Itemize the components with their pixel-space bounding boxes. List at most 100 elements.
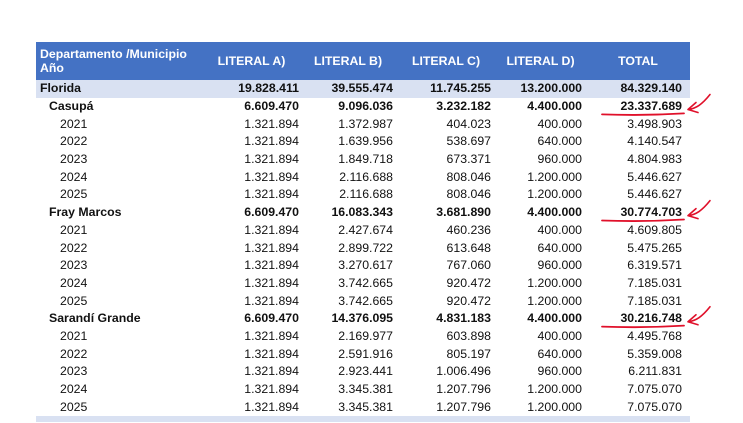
municipality-total: 30.774.703 [620, 205, 682, 220]
next-department-row-cutoff [36, 416, 690, 423]
municipality-name: Fray Marcos [49, 205, 122, 220]
year-total: 7.075.070 [627, 382, 682, 397]
year-literal-c: 404.023 [446, 116, 491, 131]
year-row: 2023 1.321.894 2.923.441 1.006.496 960.0… [36, 363, 690, 381]
year-row: 2025 1.321.894 3.742.665 920.472 1.200.0… [36, 292, 690, 310]
department-name: Florida [36, 80, 204, 98]
year-label: 2023 [60, 364, 88, 379]
red-arrow-3 [687, 305, 711, 326]
municipality-literal-b: 9.096.036 [338, 99, 393, 114]
department-literal-c: 11.745.255 [397, 80, 495, 98]
year-row: 2021 1.321.894 1.372.987 404.023 400.000… [36, 115, 690, 133]
year-literal-b: 2.427.674 [338, 222, 393, 237]
year-literal-d: 400.000 [537, 222, 582, 237]
year-label: 2025 [60, 293, 88, 308]
municipality-row: Sarandí Grande 6.609.470 14.376.095 4.83… [36, 310, 690, 328]
year-literal-c: 920.472 [446, 275, 491, 290]
table-header-row: Departamento /Municipio Año LITERAL A) L… [36, 42, 690, 80]
year-label: 2024 [60, 169, 88, 184]
table-body: Florida 19.828.411 39.555.474 11.745.255… [36, 80, 690, 423]
year-label: 2022 [60, 346, 88, 361]
year-total: 5.359.008 [627, 346, 682, 361]
year-literal-d: 1.200.000 [527, 382, 582, 397]
year-literal-a: 1.321.894 [244, 382, 299, 397]
year-literal-c: 805.197 [446, 346, 491, 361]
year-literal-c: 460.236 [446, 222, 491, 237]
year-total: 5.446.627 [627, 187, 682, 202]
year-label: 2025 [60, 399, 88, 414]
year-label: 2022 [60, 134, 88, 149]
year-label: 2021 [60, 328, 88, 343]
municipality-name: Casupá [49, 99, 94, 114]
municipality-total: 23.337.689 [620, 99, 682, 114]
year-row: 2021 1.321.894 2.427.674 460.236 400.000… [36, 222, 690, 240]
municipality-name: Sarandí Grande [49, 311, 141, 326]
year-literal-b: 3.270.617 [338, 258, 393, 273]
year-row: 2022 1.321.894 1.639.956 538.697 640.000… [36, 133, 690, 151]
year-literal-c: 1.006.496 [436, 364, 491, 379]
year-literal-b: 2.591.916 [338, 346, 393, 361]
year-literal-a: 1.321.894 [244, 222, 299, 237]
year-label: 2021 [60, 116, 88, 131]
year-literal-d: 400.000 [537, 328, 582, 343]
year-total: 6.319.571 [627, 258, 682, 273]
municipality-literal-c: 3.681.890 [436, 205, 491, 220]
year-literal-a: 1.321.894 [244, 275, 299, 290]
year-literal-c: 920.472 [446, 293, 491, 308]
year-literal-c: 808.046 [446, 187, 491, 202]
year-literal-d: 1.200.000 [527, 399, 582, 414]
year-literal-c: 1.207.796 [436, 382, 491, 397]
year-literal-b: 3.345.381 [338, 382, 393, 397]
municipality-literal-a: 6.609.470 [244, 311, 299, 326]
year-literal-d: 1.200.000 [527, 293, 582, 308]
municipality-total: 30.216.748 [620, 311, 682, 326]
municipality-literal-c: 4.831.183 [436, 311, 491, 326]
municipality-row: Casupá 6.609.470 9.096.036 3.232.182 4.4… [36, 98, 690, 116]
year-label: 2022 [60, 240, 88, 255]
year-literal-b: 2.116.688 [339, 169, 393, 184]
year-total: 4.609.805 [627, 222, 682, 237]
year-total: 5.446.627 [627, 169, 682, 184]
year-total: 4.140.547 [627, 134, 682, 149]
year-label: 2023 [60, 258, 88, 273]
year-label: 2025 [60, 187, 88, 202]
year-row: 2023 1.321.894 1.849.718 673.371 960.000… [36, 151, 690, 169]
year-total: 7.075.070 [627, 399, 682, 414]
year-literal-d: 1.200.000 [527, 169, 582, 184]
year-literal-c: 1.207.796 [436, 399, 491, 414]
header-literal-a: LITERAL A) [204, 42, 299, 80]
year-row: 2025 1.321.894 2.116.688 808.046 1.200.0… [36, 186, 690, 204]
budget-table: Departamento /Municipio Año LITERAL A) L… [36, 42, 690, 423]
year-literal-c: 808.046 [446, 169, 491, 184]
year-row: 2024 1.321.894 3.742.665 920.472 1.200.0… [36, 275, 690, 293]
year-literal-b: 2.116.688 [339, 187, 393, 202]
year-row: 2022 1.321.894 2.591.916 805.197 640.000… [36, 345, 690, 363]
year-literal-a: 1.321.894 [244, 364, 299, 379]
year-literal-b: 3.345.381 [338, 399, 393, 414]
year-literal-c: 603.898 [446, 328, 491, 343]
year-literal-c: 538.697 [446, 134, 491, 149]
year-total: 3.498.903 [627, 116, 682, 131]
year-literal-b: 2.169.977 [338, 328, 393, 343]
red-arrow-1 [687, 93, 711, 114]
municipality-row: Fray Marcos 6.609.470 16.083.343 3.681.8… [36, 204, 690, 222]
year-literal-d: 400.000 [537, 116, 582, 131]
header-department-municipality-year: Departamento /Municipio Año [36, 42, 204, 80]
year-total: 6.211.831 [628, 364, 682, 379]
year-row: 2021 1.321.894 2.169.977 603.898 400.000… [36, 328, 690, 346]
municipality-literal-b: 16.083.343 [331, 205, 393, 220]
header-literal-c: LITERAL C) [397, 42, 495, 80]
year-total: 7.185.031 [627, 275, 682, 290]
header-total: TOTAL [586, 42, 690, 80]
year-literal-a: 1.321.894 [244, 116, 299, 131]
year-literal-a: 1.321.894 [244, 346, 299, 361]
year-literal-d: 1.200.000 [527, 187, 582, 202]
year-literal-c: 673.371 [446, 152, 491, 167]
year-literal-d: 640.000 [537, 134, 582, 149]
department-literal-a: 19.828.411 [204, 80, 299, 98]
year-literal-d: 640.000 [537, 240, 582, 255]
year-literal-d: 960.000 [537, 152, 582, 167]
municipality-literal-d: 4.400.000 [527, 205, 582, 220]
department-literal-b: 39.555.474 [299, 80, 397, 98]
